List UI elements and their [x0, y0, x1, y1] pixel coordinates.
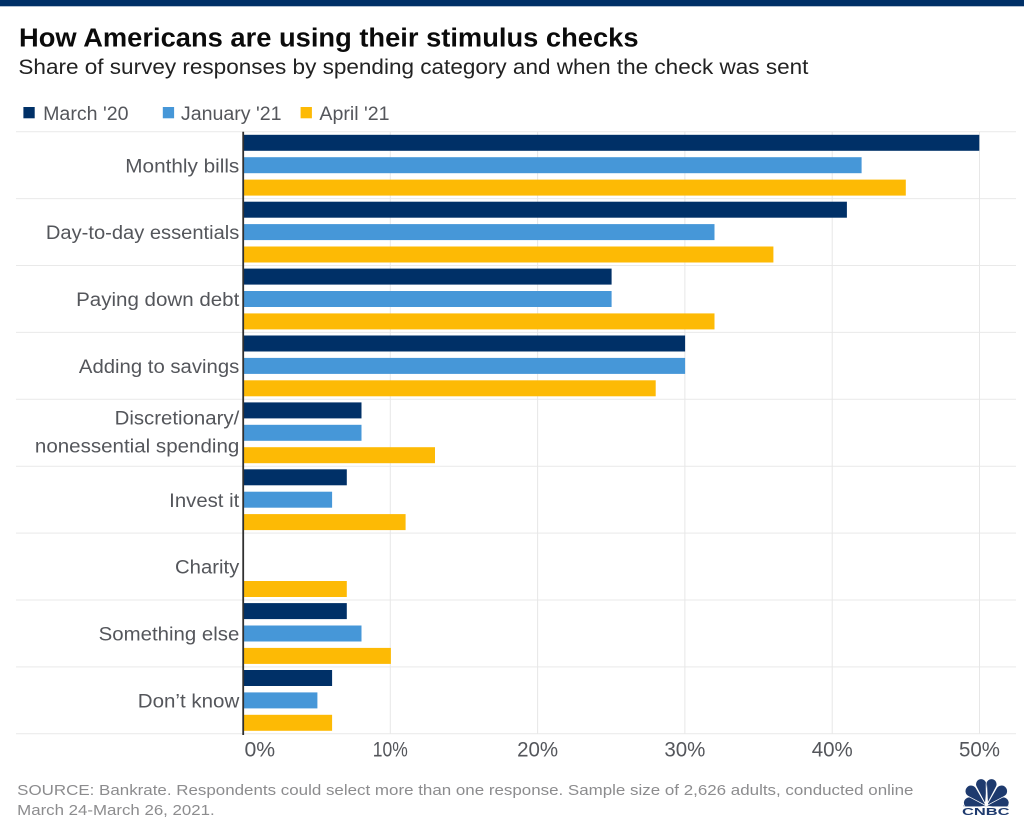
svg-text:April '21: April '21 — [319, 103, 389, 125]
svg-text:Day-to-day essentials: Day-to-day essentials — [46, 222, 240, 244]
svg-text:20%: 20% — [517, 739, 558, 762]
svg-text:0%: 0% — [245, 739, 276, 762]
svg-text:Invest it: Invest it — [169, 490, 240, 512]
svg-text:March 24-March 26, 2021.: March 24-March 26, 2021. — [17, 802, 215, 819]
svg-text:Adding to savings: Adding to savings — [79, 356, 240, 378]
svg-text:Don’t know: Don’t know — [138, 691, 240, 713]
svg-text:CNBC: CNBC — [962, 807, 1010, 818]
svg-text:Share of survey responses by s: Share of survey responses by spending ca… — [18, 55, 808, 79]
svg-text:10%: 10% — [373, 739, 408, 762]
svg-text:Discretionary/: Discretionary/ — [115, 408, 240, 430]
svg-text:nonessential spending: nonessential spending — [35, 435, 239, 457]
svg-text:30%: 30% — [664, 739, 705, 762]
svg-text:50%: 50% — [959, 739, 1000, 762]
svg-text:March '20: March '20 — [43, 103, 129, 125]
svg-text:Something else: Something else — [99, 624, 240, 646]
svg-text:January '21: January '21 — [181, 103, 282, 125]
svg-text:40%: 40% — [812, 739, 853, 762]
svg-text:SOURCE: Bankrate. Respondents: SOURCE: Bankrate. Respondents could sele… — [17, 782, 913, 799]
svg-text:How Americans are using their: How Americans are using their stimulus c… — [19, 24, 639, 52]
svg-text:Charity: Charity — [175, 557, 239, 579]
svg-text:Paying down debt: Paying down debt — [76, 289, 240, 311]
svg-text:Monthly bills: Monthly bills — [125, 155, 239, 177]
